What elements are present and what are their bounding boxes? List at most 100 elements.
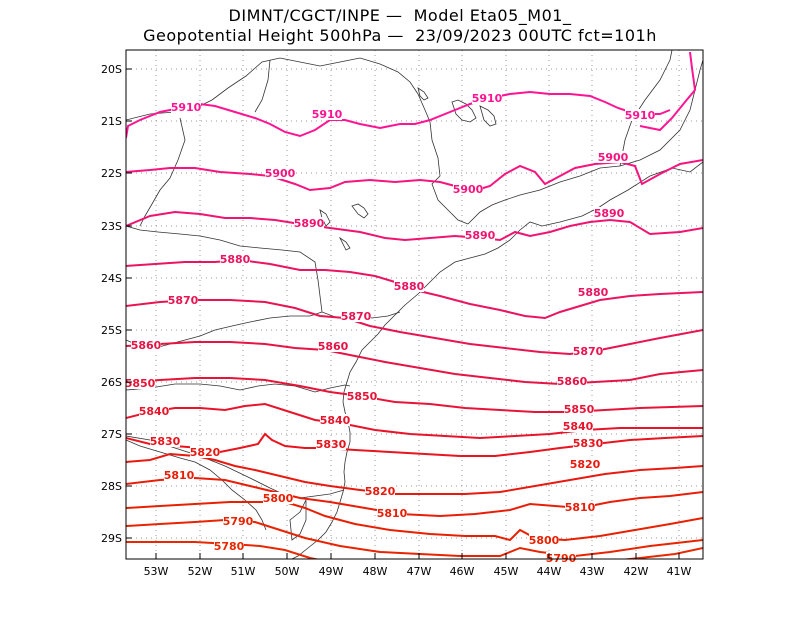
lon-tick-label: 44W xyxy=(537,565,562,578)
contour-5910-west xyxy=(126,90,671,139)
contour-5800 xyxy=(126,501,703,542)
contour-label-5870: 5870 xyxy=(573,345,604,358)
contour-label-5810: 5810 xyxy=(164,469,195,482)
contour-label-bg xyxy=(265,167,295,179)
river-uruguay xyxy=(126,439,267,531)
lat-tick-label: 22S xyxy=(101,167,122,180)
contour-label-5830: 5830 xyxy=(573,437,604,450)
lon-tick-label: 48W xyxy=(363,565,388,578)
contour-label-5900: 5900 xyxy=(265,167,296,180)
map-background xyxy=(126,50,703,559)
contour-label-5900: 5900 xyxy=(598,151,629,164)
contour-label-bg xyxy=(598,151,628,163)
contour-label-5870: 5870 xyxy=(341,310,372,323)
axis-ticks: 53W 52W 51W 50W 49W 48W 47W 46W 45W 44W 43W 42W 41W 2… xyxy=(101,63,692,578)
lake-2 xyxy=(479,105,497,127)
contour-label-5850: 5850 xyxy=(564,403,595,416)
contour-label-5880: 5880 xyxy=(394,280,425,293)
contour-label-5800: 5800 xyxy=(263,492,294,505)
contour-label-bg xyxy=(223,515,253,527)
contour-label-bg xyxy=(168,294,198,306)
lat-tick-label: 29S xyxy=(101,532,122,545)
contour-label-5860: 5860 xyxy=(557,375,588,388)
contour-label-bg xyxy=(453,183,483,195)
contour-label-bg xyxy=(320,414,350,426)
contour-label-5910: 5910 xyxy=(625,109,656,122)
contour-label-bg xyxy=(578,286,608,298)
contour-label-bg xyxy=(564,403,594,415)
contour-label-5820: 5820 xyxy=(365,485,396,498)
border-mg-rj xyxy=(467,59,703,225)
contour-label-bg xyxy=(125,377,155,389)
contour-label-5860: 5860 xyxy=(131,339,162,352)
lake-4 xyxy=(351,203,369,219)
contour-label-5890: 5890 xyxy=(465,229,496,242)
contour-label-bg xyxy=(318,340,348,352)
contour-labels: 5910 5910 5910 5910 5900 5900 5900 5890 5890 5890… xyxy=(125,92,656,565)
lat-tick-label: 24S xyxy=(101,272,122,285)
lon-tick-label: 49W xyxy=(319,565,344,578)
contour-label-bg xyxy=(594,207,624,219)
contour-label-5890: 5890 xyxy=(594,207,625,220)
contour-label-bg xyxy=(465,229,495,241)
border-ms xyxy=(139,117,186,227)
contour-label-bg xyxy=(312,108,342,120)
lat-tick-label: 27S xyxy=(101,428,122,441)
contour-label-5840: 5840 xyxy=(139,405,170,418)
contour-label-bg xyxy=(546,552,576,564)
lat-tick-label: 23S xyxy=(101,220,122,233)
contour-5790 xyxy=(126,518,703,558)
contour-label-bg xyxy=(573,437,603,449)
contour-label-5900: 5900 xyxy=(453,183,484,196)
contour-label-bg xyxy=(150,435,180,447)
contour-label-5830: 5830 xyxy=(150,435,181,448)
contour-label-bg xyxy=(563,420,593,432)
contour-label-bg xyxy=(171,101,201,113)
contour-label-5850: 5850 xyxy=(347,390,378,403)
lat-tick-label: 21S xyxy=(101,115,122,128)
contour-5860 xyxy=(126,341,703,386)
contour-label-5780: 5780 xyxy=(214,540,245,553)
lon-tick-label: 52W xyxy=(188,565,213,578)
border-go-mg xyxy=(254,59,271,113)
contour-label-5790: 5790 xyxy=(223,515,254,528)
contour-5810 xyxy=(126,476,703,518)
contour-label-5800: 5800 xyxy=(529,534,560,547)
contour-label-bg xyxy=(341,310,371,322)
lon-tick-label: 43W xyxy=(580,565,605,578)
contour-label-bg xyxy=(190,446,220,458)
contour-label-5870: 5870 xyxy=(168,294,199,307)
lon-tick-label: 42W xyxy=(624,565,649,578)
contour-label-bg xyxy=(316,438,346,450)
contour-label-bg xyxy=(377,507,407,519)
contour-label-bg xyxy=(214,540,244,552)
lon-tick-label: 45W xyxy=(494,565,519,578)
contour-5890 xyxy=(126,210,703,242)
contour-label-5830: 5830 xyxy=(316,438,347,451)
contour-label-bg xyxy=(347,390,377,402)
contour-label-bg xyxy=(565,501,595,513)
contour-label-5810: 5810 xyxy=(377,507,408,520)
contour-label-5840: 5840 xyxy=(320,414,351,427)
coastline xyxy=(291,161,703,559)
lon-tick-label: 50W xyxy=(275,565,300,578)
contour-label-5910: 5910 xyxy=(472,92,503,105)
contour-5780 xyxy=(126,541,321,559)
contour-label-bg xyxy=(131,339,161,351)
contour-label-5820: 5820 xyxy=(190,446,221,459)
contour-label-5810: 5810 xyxy=(565,501,596,514)
lon-tick-label: 41W xyxy=(667,565,692,578)
lon-tick-label: 46W xyxy=(450,565,475,578)
contour-label-5850: 5850 xyxy=(125,377,156,390)
contour-label-5910: 5910 xyxy=(171,101,202,114)
map-title-line-2: Geopotential Height 500hPa — 23/09/2023 … xyxy=(143,26,657,45)
contour-label-bg xyxy=(263,492,293,504)
lat-tick-label: 28S xyxy=(101,480,122,493)
contour-label-bg xyxy=(220,253,250,265)
contour-label-5820: 5820 xyxy=(570,458,601,471)
contour-label-bg xyxy=(164,469,194,481)
lat-tick-label: 20S xyxy=(101,63,122,76)
lat-tick-label: 26S xyxy=(101,376,122,389)
map-title-line-1: DIMNT/CGCT/INPE — Model Eta05_M01_ xyxy=(228,6,572,25)
